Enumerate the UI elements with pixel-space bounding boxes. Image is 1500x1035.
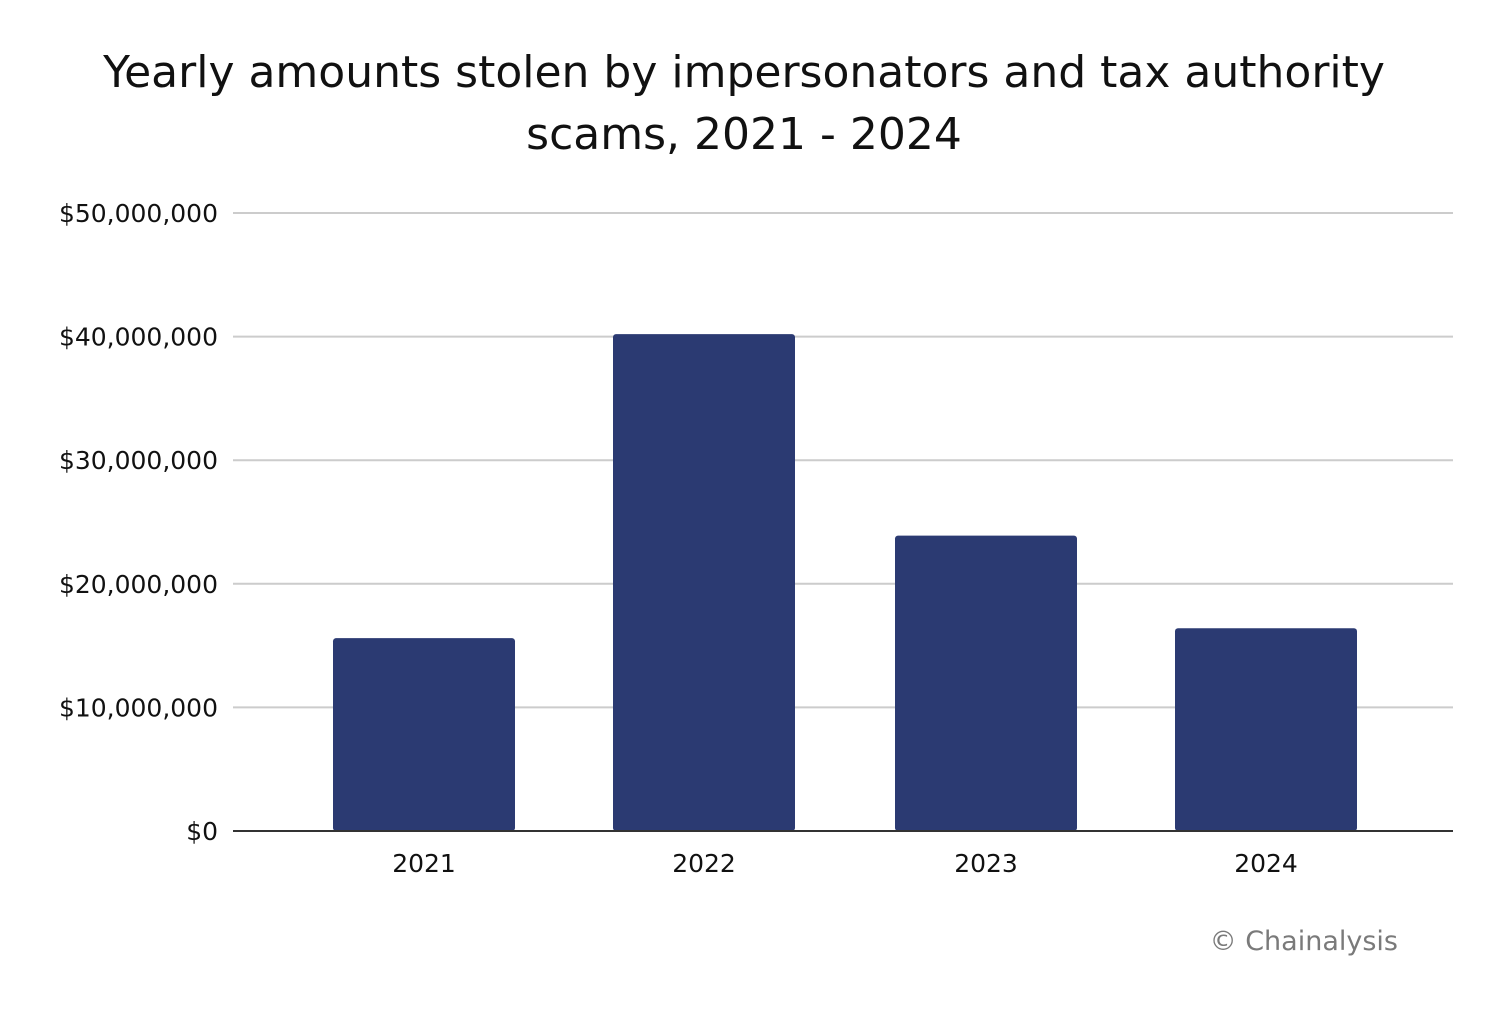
y-tick-label: $0 xyxy=(186,817,218,846)
y-tick-label: $10,000,000 xyxy=(59,693,218,722)
credit-label: © Chainalysis xyxy=(1209,926,1398,957)
x-tick-label-2021: 2021 xyxy=(392,849,456,878)
y-tick-label: $40,000,000 xyxy=(59,323,218,352)
bar-2021 xyxy=(333,638,515,831)
chart-title-line-2: scams, 2021 - 2024 xyxy=(526,109,962,160)
bars xyxy=(333,334,1357,831)
y-tick-label: $20,000,000 xyxy=(59,570,218,599)
bar-2022 xyxy=(613,334,795,831)
bar-2023 xyxy=(895,535,1077,831)
y-axis-tick-labels: $0 $10,000,000 $20,000,000 $30,000,000 $40,0… xyxy=(59,199,218,846)
x-tick-label-2022: 2022 xyxy=(672,849,736,878)
x-tick-label-2024: 2024 xyxy=(1234,849,1298,878)
x-tick-label-2023: 2023 xyxy=(954,849,1018,878)
chart-title: Yearly amounts stolen by impersonators a… xyxy=(0,42,1488,166)
bar-2024 xyxy=(1175,628,1357,831)
x-axis-tick-labels: 2021 2022 2023 2024 xyxy=(392,849,1298,878)
chart-title-line-1: Yearly amounts stolen by impersonators a… xyxy=(103,47,1385,98)
y-tick-label: $50,000,000 xyxy=(59,199,218,228)
y-tick-label: $30,000,000 xyxy=(59,446,218,475)
